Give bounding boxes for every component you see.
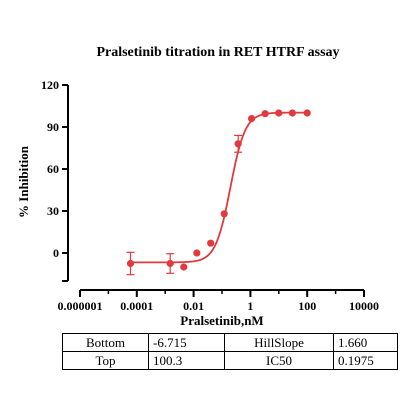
param-label: Bottom [62,333,149,352]
param-value: 0.1975 [333,351,398,370]
data-point [288,109,296,117]
y-tick-label: 0 [53,246,59,260]
data-point [126,259,135,268]
param-label: IC50 [224,351,334,370]
y-axis-label: % Inhibition [16,145,31,218]
data-point [193,249,201,257]
x-tick-label: 0.0001 [120,299,153,313]
x-tick-label: 0.01 [183,299,204,313]
data-point [180,263,188,271]
y-tick-label: 90 [47,120,59,134]
fit-curve-layer [130,111,308,264]
x-tick-label: 10000 [349,299,379,313]
param-label: HillSlope [224,333,334,352]
param-label: Top [62,351,149,370]
param-value: 100.3 [148,351,225,370]
x-tick-label: 0.000001 [58,299,103,313]
params-row: Bottom -6.715 HillSlope 1.660 [62,333,398,352]
x-axis: 0.000001 0.0001 0.01 1 100 10000 [58,289,379,313]
data-point [207,239,215,247]
data-point [247,115,256,123]
data-point [234,140,242,148]
x-axis-label: Pralsetinib,nM [180,313,263,328]
y-tick-label: 30 [47,204,59,218]
y-tick-label: 120 [41,78,59,92]
data-point [261,110,269,118]
chart-title: Pralsetinib titration in RET HTRF assay [96,45,339,60]
fit-curve [130,111,308,264]
y-axis: 0 30 60 90 120 [41,78,69,282]
fit-parameters-table: Bottom -6.715 HillSlope 1.660 Top 100.3 IC50 0.… [62,333,398,370]
data-point [275,109,283,117]
x-tick-label: 100 [298,299,316,313]
params-row: Top 100.3 IC50 0.1975 [62,351,398,370]
data-point [166,259,174,268]
data-point [303,109,311,117]
data-points-layer [126,109,311,276]
x-tick-label: 1 [247,299,253,313]
param-value: -6.715 [148,333,225,352]
data-point [220,210,228,218]
param-value: 1.660 [333,333,398,352]
y-tick-label: 60 [47,162,59,176]
